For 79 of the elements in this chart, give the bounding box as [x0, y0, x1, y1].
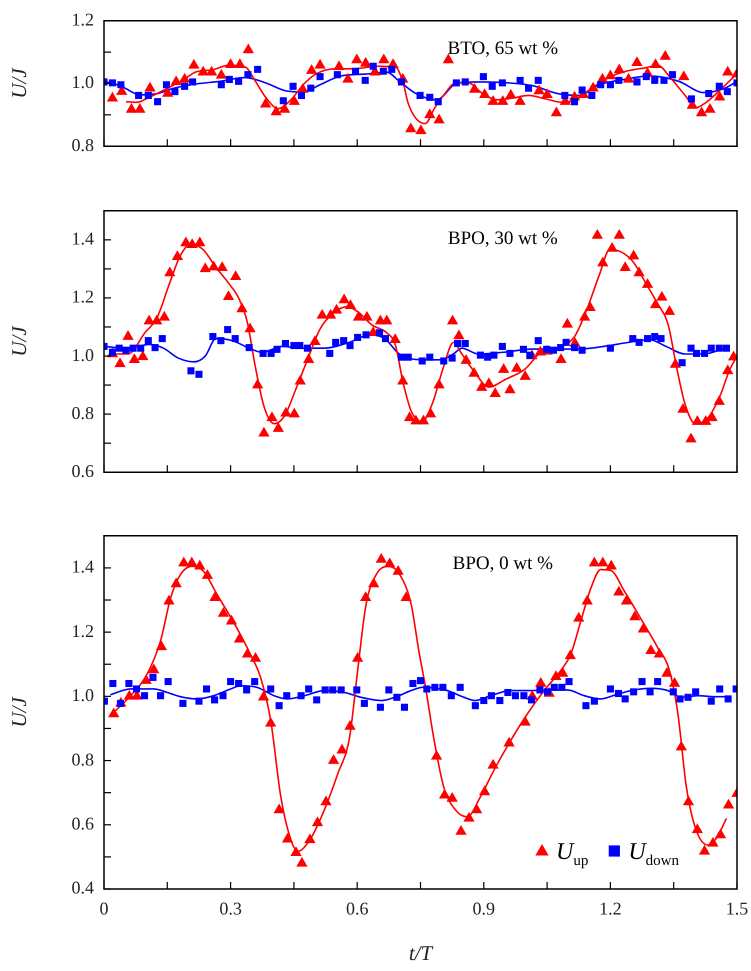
point [280, 97, 287, 104]
point [642, 73, 650, 80]
point [606, 81, 614, 88]
point [597, 81, 604, 88]
y-tick-label: 0.6 [72, 814, 94, 834]
y-tick-label: 1.0 [72, 72, 94, 92]
point [416, 92, 424, 99]
point [298, 92, 306, 99]
annotation: BPO, 30 wt % [448, 228, 558, 249]
annotation: BPO, 0 wt % [452, 552, 554, 574]
x-tick-label: 0.3 [219, 898, 242, 919]
y-tick-label: 1.4 [72, 556, 94, 577]
point [117, 81, 124, 88]
point [534, 76, 542, 84]
point [588, 92, 596, 99]
x-tick-label: 0.9 [472, 898, 496, 919]
y-axis-title: U/J [7, 696, 32, 728]
point [426, 94, 434, 101]
y-tick-label: 0.8 [72, 134, 94, 155]
y-tick-label: 0.6 [72, 460, 94, 481]
point [724, 88, 731, 96]
y-tick-label: 1.0 [72, 344, 94, 365]
point [181, 82, 188, 90]
point [226, 76, 233, 83]
annotation: BTO, 65 wt % [448, 38, 558, 59]
point [352, 68, 360, 75]
y-axis-title: U/J [7, 324, 32, 357]
point [244, 71, 252, 78]
point [516, 76, 524, 84]
point [434, 98, 442, 106]
point [370, 62, 377, 70]
point [334, 71, 341, 78]
y-tick-label: 1.2 [72, 286, 94, 307]
y-tick-label: 1.2 [72, 10, 94, 30]
point [388, 66, 396, 73]
y-tick-label: 0.8 [72, 402, 94, 423]
point [660, 76, 668, 84]
x-axis-title: t/T [408, 940, 434, 965]
point [633, 78, 641, 86]
point [570, 98, 578, 106]
point [452, 79, 460, 86]
point [716, 82, 723, 90]
point [615, 76, 622, 84]
point [651, 76, 658, 84]
point [668, 71, 676, 78]
point [524, 84, 532, 92]
point [705, 90, 712, 98]
x-tick-label: 1.2 [599, 898, 622, 919]
point [480, 73, 487, 80]
point [189, 78, 196, 86]
x-tick-label: 1.5 [726, 898, 748, 919]
x-tick-label: 0 [100, 898, 108, 919]
point [688, 95, 695, 102]
point [235, 78, 242, 85]
point [462, 78, 469, 86]
point [290, 82, 297, 90]
point [362, 76, 369, 84]
point [154, 98, 162, 106]
point [135, 92, 142, 99]
point [380, 68, 387, 75]
y-tick-label: 0.4 [72, 878, 94, 898]
point [561, 92, 568, 99]
y-tick-label: 1.4 [72, 228, 94, 249]
y-tick-label: 1.0 [72, 685, 94, 706]
point [144, 92, 152, 99]
y-tick-label: 0.8 [72, 749, 94, 770]
y-axis-title: U/J [7, 66, 32, 99]
point [171, 88, 178, 96]
point [316, 73, 324, 80]
point [218, 81, 225, 88]
x-tick-label: 0.6 [346, 898, 368, 919]
point [108, 79, 116, 86]
point [498, 79, 506, 86]
y-tick-label: 1.2 [72, 620, 94, 641]
point [488, 82, 496, 90]
point [162, 81, 170, 88]
point [578, 86, 586, 94]
point [307, 84, 314, 92]
point [254, 66, 262, 73]
